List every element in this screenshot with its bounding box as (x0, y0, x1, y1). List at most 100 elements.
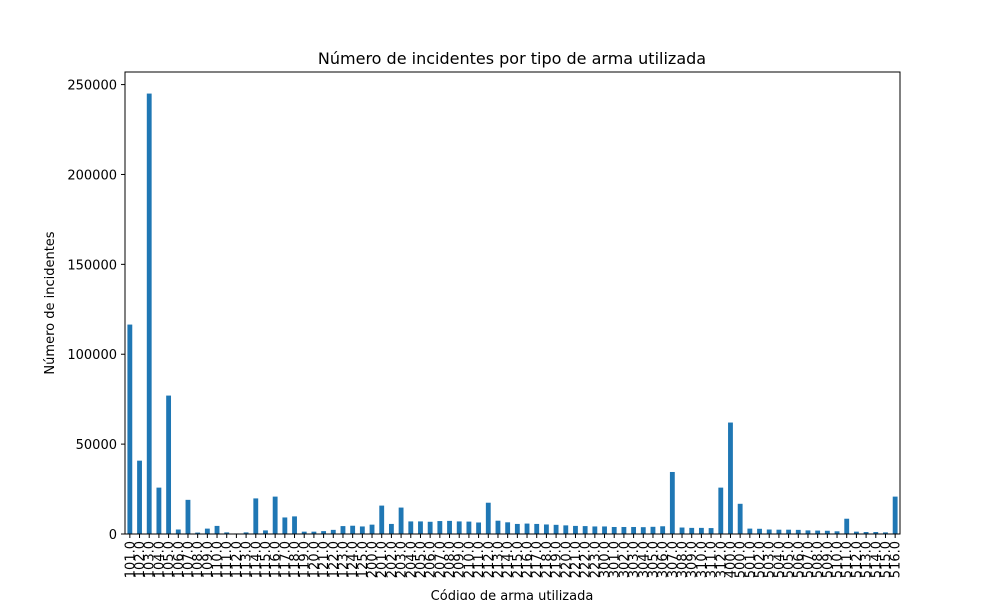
x-tick-label: 502.0 (753, 541, 768, 578)
x-axis: 101.0102.0103.0104.0105.0106.0107.0108.0… (123, 534, 904, 578)
x-tick-label: 122.0 (327, 541, 342, 578)
bar-213.0 (495, 520, 501, 534)
bar-502.0 (757, 528, 762, 534)
bar-103.0 (146, 93, 152, 534)
x-tick-label: 303.0 (627, 541, 642, 578)
bar-510.0 (834, 531, 840, 534)
bar-302.0 (621, 526, 627, 534)
x-tick-label: 516.0 (889, 541, 904, 578)
x-tick-label: 302.0 (617, 541, 632, 578)
bar-500.0 (737, 503, 743, 534)
bar-120.0 (311, 531, 317, 534)
bar-102.0 (137, 460, 142, 534)
bar-221.0 (573, 525, 578, 534)
y-tick-label: 250000 (67, 79, 117, 94)
x-axis-label: Código de arma utilizada (431, 589, 594, 600)
bar-203.0 (398, 507, 404, 534)
x-tick-label: 506.0 (792, 541, 807, 578)
bar-211.0 (476, 522, 482, 534)
bar-215.0 (514, 523, 520, 534)
bar-217.0 (534, 523, 540, 534)
y-tick-label: 50000 (76, 438, 117, 453)
bar-200.0 (369, 524, 375, 534)
x-tick-label: 106.0 (172, 541, 187, 578)
x-tick-label: 109.0 (201, 541, 216, 578)
x-tick-label: 515.0 (879, 541, 894, 578)
bar-501.0 (747, 528, 753, 534)
x-tick-label: 205.0 (414, 541, 429, 578)
bar-124.0 (350, 525, 356, 534)
x-tick-label: 219.0 (550, 541, 565, 578)
bar-204.0 (408, 521, 414, 534)
bar-505.0 (786, 529, 792, 534)
x-tick-label: 215.0 (511, 541, 526, 578)
x-tick-label: 104.0 (152, 541, 167, 578)
bar-220.0 (563, 525, 569, 534)
bar-123.0 (340, 526, 346, 534)
bar-101.0 (127, 324, 133, 534)
x-tick-label: 123.0 (336, 541, 351, 578)
bar-107.0 (185, 499, 191, 534)
bar-306.0 (660, 526, 666, 534)
x-tick-label: 211.0 (472, 541, 487, 578)
bar-109.0 (204, 528, 210, 534)
bar-309.0 (689, 527, 695, 534)
x-tick-label: 504.0 (772, 541, 787, 578)
bar-300.0 (602, 526, 607, 534)
x-tick-label: 203.0 (395, 541, 410, 578)
chart-title: Número de incidentes por tipo de arma ut… (318, 49, 706, 68)
bar-201.0 (379, 505, 385, 534)
bar-508.0 (815, 530, 821, 534)
x-tick-label: 222.0 (579, 541, 594, 578)
x-tick-label: 206.0 (424, 541, 439, 578)
bar-115.0 (263, 530, 268, 534)
x-tick-label: 304.0 (637, 541, 652, 578)
bar-307.0 (669, 471, 675, 534)
bar-113.0 (243, 532, 249, 534)
bar-219.0 (553, 524, 559, 534)
x-tick-label: 101.0 (123, 541, 138, 578)
bar-206.0 (427, 521, 433, 534)
bar-105.0 (166, 395, 172, 534)
bar-301.0 (611, 526, 617, 534)
x-tick-label: 301.0 (608, 541, 623, 578)
bar-114.0 (253, 498, 259, 534)
bar-223.0 (592, 526, 598, 534)
bar-116.0 (272, 496, 278, 534)
x-tick-label: 500.0 (734, 541, 749, 578)
bar-111.0 (224, 532, 230, 534)
x-tick-label: 510.0 (831, 541, 846, 578)
x-tick-label: 312.0 (714, 541, 729, 578)
x-tick-label: 208.0 (443, 541, 458, 578)
bar-514.0 (873, 532, 879, 534)
x-tick-label: 201.0 (375, 541, 390, 578)
bar-507.0 (805, 530, 811, 534)
x-tick-label: 217.0 (530, 541, 545, 578)
x-tick-label: 509.0 (821, 541, 836, 578)
x-tick-label: 111.0 (220, 541, 235, 578)
bar-210.0 (466, 521, 472, 534)
x-tick-label: 118.0 (288, 541, 303, 578)
x-tick-label: 300.0 (598, 541, 613, 578)
x-tick-label: 202.0 (385, 541, 400, 578)
x-tick-label: 105.0 (162, 541, 177, 578)
bar-118.0 (292, 516, 297, 534)
bar-208.0 (447, 520, 452, 534)
y-tick-label: 0 (109, 528, 117, 543)
bar-119.0 (301, 531, 307, 534)
bar-400.0 (728, 422, 733, 534)
bar-209.0 (456, 521, 462, 534)
x-tick-label: 218.0 (540, 541, 555, 578)
x-tick-label: 306.0 (656, 541, 671, 578)
x-tick-label: 311.0 (705, 541, 720, 578)
x-tick-label: 307.0 (666, 541, 681, 578)
x-tick-label: 512.0 (850, 541, 865, 578)
bar-117.0 (282, 517, 288, 534)
x-tick-label: 107.0 (181, 541, 196, 578)
x-tick-label: 308.0 (676, 541, 691, 578)
x-tick-label: 200.0 (366, 541, 381, 578)
bar-509.0 (824, 530, 830, 534)
x-tick-label: 103.0 (143, 541, 158, 578)
y-tick-label: 200000 (67, 168, 117, 183)
